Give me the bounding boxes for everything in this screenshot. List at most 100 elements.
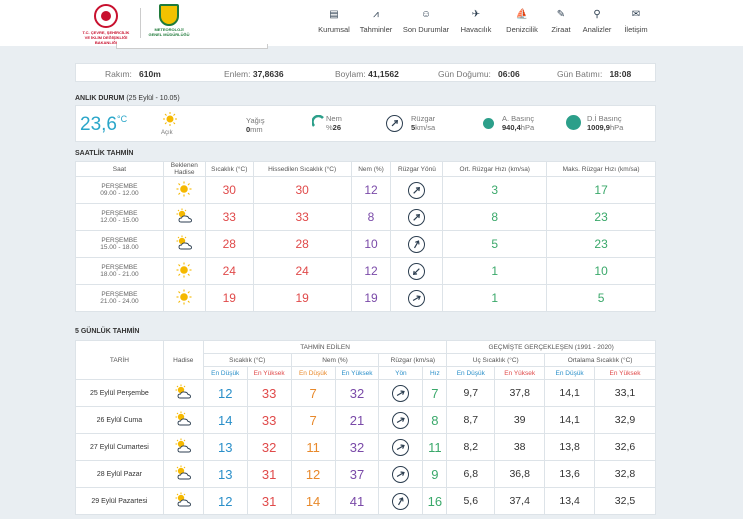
wind-speed: 16 (422, 487, 448, 515)
group-gecmis: GEÇMİŞTE GERÇEKLEŞEN (1991 - 2020) (446, 340, 656, 354)
record-min: 8,7 (446, 406, 496, 434)
mgm-emblem-icon (159, 4, 179, 26)
partly-cloudy-icon (162, 379, 204, 407)
plane-icon: ✈ (471, 9, 481, 20)
five-day-row: 26 Eylül Cuma 14 33 7 21 8 8,7 39 14,1 32,9 (75, 406, 656, 434)
current-title: ANLIK DURUM (25 Eylül - 10.05) (75, 95, 180, 102)
temperature: 28 (204, 230, 254, 258)
humidity-max: 41 (334, 487, 380, 515)
temp-min: 14 (202, 406, 248, 434)
humidity-min: 14 (290, 487, 336, 515)
hour-slot: PERŞEMBE 18.00 - 21.00 (75, 257, 164, 285)
rakim: Rakım: 610m (105, 69, 161, 79)
temp-min: 13 (202, 460, 248, 488)
partly-cloudy-icon (162, 203, 206, 231)
five-day-row: 27 Eylül Cumartesi 13 32 11 32 11 8,2 38 13,8 32,… (75, 433, 656, 461)
temperature: 24 (204, 257, 254, 285)
five-day-row: 29 Eylül Pazartesi 12 31 14 41 16 5,6 37,4 13,4 3… (75, 487, 656, 515)
gauge-icon: ☺ (420, 9, 432, 20)
hour-slot: PERŞEMBE 15.00 - 18.00 (75, 230, 164, 258)
temp-max: 31 (246, 460, 292, 488)
sub-hiz: Hız (422, 366, 448, 380)
nav-denizcilik[interactable]: ⛵ Denizcilik (500, 8, 544, 38)
humidity-max: 32 (334, 379, 380, 407)
nav-kurumsal[interactable]: ▤ Kurumsal (312, 8, 356, 38)
ministry-emblem-icon (94, 4, 118, 28)
wind-speed: 7 (422, 379, 448, 407)
col-uc-sicaklik: Uç Sıcaklık (°C) (446, 353, 546, 367)
hour-slot: PERŞEMBE 21.00 - 24.00 (75, 284, 164, 312)
avg-min: 13,6 (544, 460, 596, 488)
mail-icon: ✉ (631, 9, 641, 20)
max-wind: 23 (546, 230, 656, 258)
enlem: Enlem: 37,8636 (224, 69, 284, 79)
col-hadise: Beklenen Hadise (162, 161, 206, 177)
avg-wind: 8 (442, 203, 548, 231)
temp-min: 13 (202, 433, 248, 461)
logo-separator (140, 8, 141, 38)
nav-havacilik[interactable]: ✈ Havacılık (456, 8, 496, 38)
temperature: 19 (204, 284, 254, 312)
humidity: 12 (350, 176, 392, 204)
nav-son-durumlar[interactable]: ☺ Son Durumlar (400, 8, 452, 38)
hourly-row: PERŞEMBE 12.00 - 15.00 33 33 8 8 23 (75, 203, 656, 231)
col-ort-ruzgar: Ort. Rüzgar Hızı (km/sa) (442, 161, 548, 177)
leaf-icon: ✎ (556, 9, 566, 20)
partly-cloudy-icon (162, 230, 206, 258)
group-tahmin: TAHMİN EDİLEN (202, 340, 448, 354)
day-date: 25 Eylül Perşembe (75, 379, 164, 407)
mgm-logo[interactable]: METEOROLOJİ GENEL MÜDÜRLÜĞÜ (148, 4, 190, 44)
nav-iletisim[interactable]: ✉ İletişim (620, 8, 652, 38)
temp-max: 31 (246, 487, 292, 515)
sun-icon (162, 257, 206, 285)
ministry-logo[interactable]: T.C. ÇEVRE, ŞEHİRCİLİK VE İKLİM DEĞİŞİKL… (80, 4, 132, 45)
hourly-row: PERŞEMBE 09.00 - 12.00 30 30 12 3 17 (75, 176, 656, 204)
avg-wind: 1 (442, 257, 548, 285)
humidity-max: 32 (334, 433, 380, 461)
hourly-row: PERŞEMBE 21.00 - 24.00 19 19 19 1 5 (75, 284, 656, 312)
hour-slot: PERŞEMBE 09.00 - 12.00 (75, 176, 164, 204)
ministry-logo-text: T.C. ÇEVRE, ŞEHİRCİLİK VE İKLİM DEĞİŞİKL… (82, 30, 130, 45)
feels-like: 19 (252, 284, 352, 312)
humidity-max: 21 (334, 406, 380, 434)
day-date: 29 Eylül Pazartesi (75, 487, 164, 515)
nem: Nem %26 (326, 114, 342, 132)
col-ort-sicaklik: Ortalama Sıcaklık (°C) (544, 353, 656, 367)
wind-direction-icon (390, 203, 444, 231)
current-conditions: 23,6°C Açık Yağış 0mm Nem %26 Rüzgar 5km/sa… (75, 105, 656, 142)
record-max: 36,8 (494, 460, 546, 488)
day-date: 27 Eylül Cumartesi (75, 433, 164, 461)
wind-direction-icon (390, 284, 444, 312)
humidity: 10 (350, 230, 392, 258)
avg-min: 13,8 (544, 433, 596, 461)
avg-min: 14,1 (544, 379, 596, 407)
wind-speed: 9 (422, 460, 448, 488)
sun-icon (162, 176, 206, 204)
nav-ziraat[interactable]: ✎ Ziraat (546, 8, 576, 38)
gun-batimi: Gün Batımı: 18:08 (557, 69, 632, 79)
partly-cloudy-icon (162, 460, 204, 488)
current-condition: Açık (161, 130, 173, 136)
hourly-forecast-table: Saat Beklenen Hadise Sıcaklık (°C) Hisse… (75, 161, 656, 312)
station-info-bar: Rakım: 610m Enlem: 37,8636 Boylam: 41,15… (75, 63, 656, 82)
a-basinc: A. Basınç 940,4hPa (502, 114, 535, 132)
nav-tahminler[interactable]: ⩘ Tahminler (356, 8, 396, 38)
gun-dogumu: Gün Doğumu: 06:06 (438, 69, 520, 79)
sub-high: En Yüksek (494, 366, 546, 380)
wind-direction-icon (378, 460, 424, 488)
top-header: T.C. ÇEVRE, ŞEHİRCİLİK VE İKLİM DEĞİŞİKL… (0, 0, 743, 46)
five-day-row: 25 Eylül Perşembe 12 33 7 32 7 9,7 37,8 14,1 33,1 (75, 379, 656, 407)
nav-analizler[interactable]: ⚲ Analizler (578, 8, 616, 38)
max-wind: 17 (546, 176, 656, 204)
avg-wind: 5 (442, 230, 548, 258)
humidity-min: 12 (290, 460, 336, 488)
humidity-min: 7 (290, 379, 336, 407)
sailboat-icon: ⛵ (515, 9, 529, 20)
avg-max: 32,9 (594, 406, 656, 434)
humidity-min: 11 (290, 433, 336, 461)
record-min: 5,6 (446, 487, 496, 515)
di-basinc-icon (566, 115, 581, 132)
hourly-row: PERŞEMBE 15.00 - 18.00 28 28 10 5 23 (75, 230, 656, 258)
max-wind: 23 (546, 203, 656, 231)
humidity-min: 7 (290, 406, 336, 434)
